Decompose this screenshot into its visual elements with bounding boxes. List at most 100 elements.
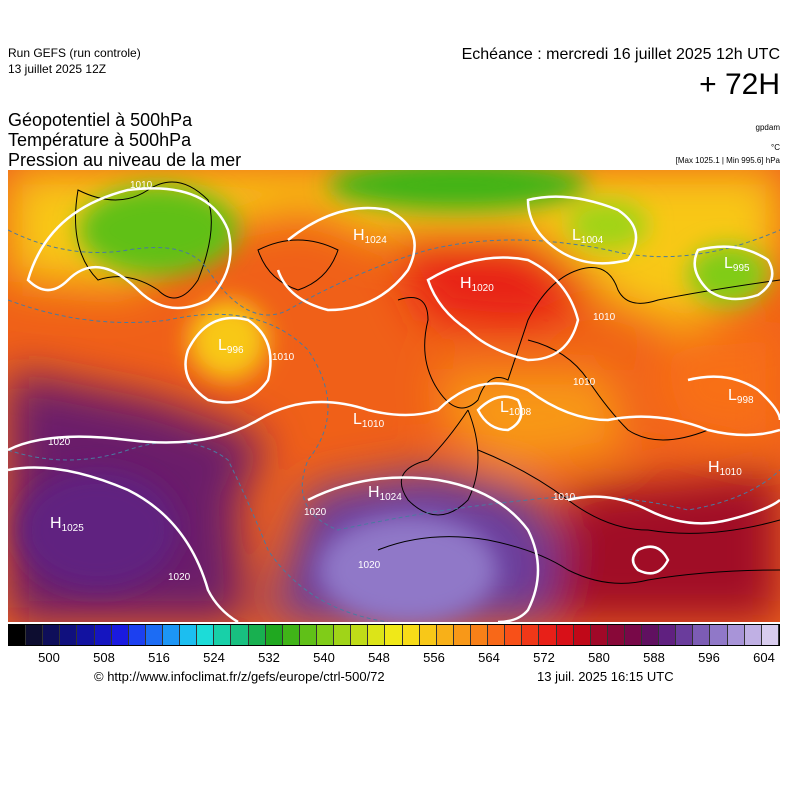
scale-swatch (368, 625, 386, 645)
scale-swatch (436, 625, 454, 645)
pressure-systems: H1024 H1020 H1024 H1025 H1010 L996 L1010… (50, 227, 754, 534)
scale-swatch (624, 625, 643, 645)
unit-temperature: °C (771, 143, 780, 152)
scale-swatch (590, 625, 608, 645)
scale-tick-label: 580 (588, 650, 610, 665)
scale-tick-label: 548 (368, 650, 390, 665)
scale-tick-label: 564 (478, 650, 500, 665)
low-pressure-center: L1010 (353, 411, 385, 430)
generated-timestamp: 13 juil. 2025 16:15 UTC (537, 669, 674, 684)
param-geopotential: Géopotentiel à 500hPa (8, 110, 193, 130)
scale-swatch (43, 625, 61, 645)
param-temperature: Température à 500hPa (8, 130, 192, 150)
scale-swatch (385, 625, 403, 645)
scale-swatch (505, 625, 523, 645)
scale-swatch (659, 625, 677, 645)
scale-swatch (77, 625, 95, 645)
low-pressure-center: L998 (728, 387, 754, 406)
scale-swatch (248, 625, 266, 645)
weather-map-svg: 1010 1010 1010 1020 1020 1020 1020 1010 … (8, 170, 780, 622)
scale-swatch (214, 625, 232, 645)
color-scale (8, 624, 780, 646)
scale-swatch (299, 625, 317, 645)
isobar-label: 1020 (304, 507, 327, 518)
forecast-step: + 72H (699, 68, 780, 101)
scale-swatch (60, 625, 78, 645)
geopotential-contours (8, 229, 780, 622)
scale-swatch (556, 625, 574, 645)
scale-swatch (470, 625, 489, 645)
scale-swatch (265, 625, 283, 645)
weather-map[interactable]: 1010 1010 1010 1020 1020 1020 1020 1010 … (8, 170, 780, 622)
scale-tick-label: 556 (423, 650, 445, 665)
scale-swatch (453, 625, 471, 645)
scale-swatch (642, 625, 660, 645)
unit-pressure-range: [Max 1025.1 | Min 995.6] hPa (675, 156, 780, 165)
isobar-label: 1020 (358, 560, 381, 571)
scale-swatch (316, 625, 335, 645)
coastlines (75, 181, 780, 584)
low-pressure-center: L1004 (572, 227, 604, 246)
forecast-valid-time: Echéance : mercredi 16 juillet 2025 12h … (461, 46, 780, 63)
scale-tick-label: 540 (313, 650, 335, 665)
scale-swatch (761, 625, 779, 645)
scale-swatch (94, 625, 112, 645)
scale-swatch (231, 625, 249, 645)
isobar-label: 1010 (593, 312, 616, 323)
scale-tick-label: 500 (38, 650, 60, 665)
scale-swatch (111, 625, 129, 645)
isobar-label: 1010 (573, 377, 596, 388)
param-pressure: Pression au niveau de la mer (8, 150, 242, 170)
scale-swatch (539, 625, 557, 645)
scale-swatch (488, 625, 506, 645)
scale-swatch (710, 625, 728, 645)
scale-swatch (402, 625, 420, 645)
scale-swatch (180, 625, 198, 645)
high-pressure-center: H1020 (460, 275, 494, 294)
unit-geopotential: gpdam (755, 123, 780, 132)
run-title: Run GEFS (run controle) (8, 46, 141, 60)
scale-swatch (607, 625, 625, 645)
cold-band-north (328, 170, 588, 210)
run-date: 13 juillet 2025 12Z (8, 62, 107, 76)
isobar-label: 1010 (272, 352, 295, 363)
scale-swatch (162, 625, 181, 645)
cold-core-greenland (78, 185, 238, 275)
isobars (8, 187, 780, 622)
scale-swatch (693, 625, 711, 645)
scale-swatch (26, 625, 44, 645)
scale-tick-label: 588 (643, 650, 665, 665)
scale-swatch (676, 625, 694, 645)
warm-core-azores (18, 470, 178, 590)
scale-swatch (128, 625, 146, 645)
scale-tick-label: 524 (203, 650, 225, 665)
scale-tick-label: 572 (533, 650, 555, 665)
low-pressure-center: L996 (218, 337, 244, 356)
scale-swatch (522, 625, 540, 645)
scale-swatch (9, 625, 27, 645)
cold-core-scandinavia (568, 200, 648, 250)
high-pressure-center: H1024 (353, 227, 387, 246)
scale-swatch (573, 625, 591, 645)
scale-tick-label: 604 (753, 650, 775, 665)
high-pressure-center: H1025 (50, 515, 84, 534)
scale-tick-label: 516 (148, 650, 170, 665)
scale-swatch (744, 625, 762, 645)
scale-swatch (419, 625, 437, 645)
low-pressure-center: L1008 (500, 399, 532, 418)
warm-core-north-africa (318, 515, 498, 622)
scale-swatch (197, 625, 215, 645)
low-pressure-center: L995 (724, 255, 750, 274)
isobar-label: 1010 (553, 492, 576, 503)
scale-swatch (351, 625, 369, 645)
scale-tick-label: 532 (258, 650, 280, 665)
high-pressure-center: H1010 (708, 459, 742, 478)
trough-atlantic (188, 300, 268, 380)
isobar-label: 1020 (48, 437, 71, 448)
scale-tick-label: 596 (698, 650, 720, 665)
source-credit: © http://www.infoclimat.fr/z/gefs/europe… (94, 669, 385, 684)
scale-swatch (282, 625, 300, 645)
scale-swatch (145, 625, 163, 645)
isobar-label: 1010 (130, 180, 153, 191)
scale-swatch (334, 625, 352, 645)
